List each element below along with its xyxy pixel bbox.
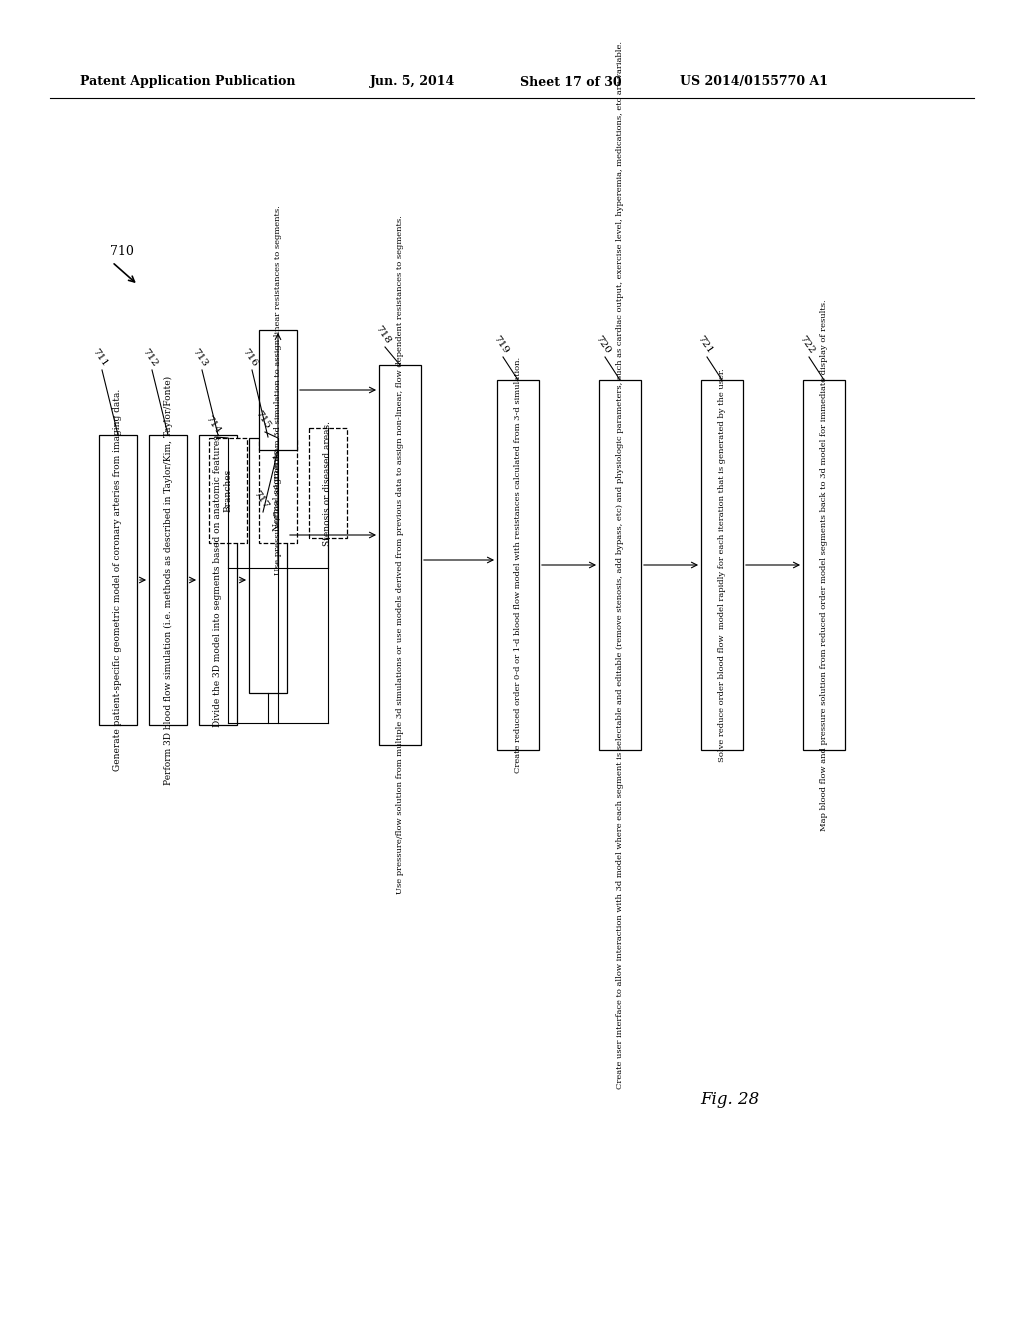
Bar xyxy=(309,428,347,539)
Text: US 2014/0155770 A1: US 2014/0155770 A1 xyxy=(680,75,828,88)
Bar xyxy=(379,366,421,744)
Bar xyxy=(701,380,743,750)
Text: 718: 718 xyxy=(374,323,392,345)
Text: 711: 711 xyxy=(90,347,110,368)
Text: Divide the 3D model into segments based on anatomic features.: Divide the 3D model into segments based … xyxy=(213,433,222,727)
Text: Solve reduce order blood flow  model rapidly for each iteration that is generate: Solve reduce order blood flow model rapi… xyxy=(718,368,726,762)
Bar xyxy=(803,380,845,750)
Bar xyxy=(249,437,287,693)
Bar xyxy=(259,437,297,543)
Text: 721: 721 xyxy=(695,334,715,355)
Text: 712: 712 xyxy=(140,347,160,368)
Text: 715: 715 xyxy=(254,409,272,430)
Bar xyxy=(199,436,237,725)
Text: Map blood flow and pressure solution from reduced order model segments back to 3: Map blood flow and pressure solution fro… xyxy=(820,300,828,830)
Text: Perform 3D blood flow simulation (i.e. methods as described in Taylor/Kim, Taylo: Perform 3D blood flow simulation (i.e. m… xyxy=(164,375,173,784)
Bar xyxy=(599,380,641,750)
Text: 717: 717 xyxy=(252,488,270,510)
Bar xyxy=(497,380,539,750)
Bar xyxy=(99,436,137,725)
Text: 719: 719 xyxy=(492,334,510,355)
Text: Generate patient-specific geometric model of coronary arteries from imaging data: Generate patient-specific geometric mode… xyxy=(114,389,123,771)
Text: Normal segments: Normal segments xyxy=(273,449,283,531)
Text: Sheet 17 of 30: Sheet 17 of 30 xyxy=(520,75,622,88)
Text: 714: 714 xyxy=(204,413,222,436)
Text: Use pressure/flow solution from 3d simulation to assign linear resistances to se: Use pressure/flow solution from 3d simul… xyxy=(274,205,282,576)
Bar xyxy=(209,437,247,543)
Text: 713: 713 xyxy=(190,347,209,368)
Text: 720: 720 xyxy=(594,334,612,355)
Text: Use pressure/flow solution from multiple 3d simulations or use models derived fr: Use pressure/flow solution from multiple… xyxy=(396,215,404,895)
Text: Branches: Branches xyxy=(223,469,232,512)
Bar xyxy=(259,330,297,450)
Text: Patent Application Publication: Patent Application Publication xyxy=(80,75,296,88)
Text: Create user interface to allow interaction with 3d model where each segment is s: Create user interface to allow interacti… xyxy=(616,41,624,1089)
Text: Jun. 5, 2014: Jun. 5, 2014 xyxy=(370,75,456,88)
Text: 716: 716 xyxy=(241,347,259,368)
Text: 710: 710 xyxy=(110,246,134,257)
Text: 722: 722 xyxy=(798,334,816,355)
Text: Fig. 28: Fig. 28 xyxy=(700,1092,760,1109)
Text: Stenosis or diseased areas.: Stenosis or diseased areas. xyxy=(324,421,333,545)
Bar xyxy=(150,436,187,725)
Text: Create reduced order 0-d or 1-d blood flow model with resistances calculated fro: Create reduced order 0-d or 1-d blood fl… xyxy=(514,356,522,774)
